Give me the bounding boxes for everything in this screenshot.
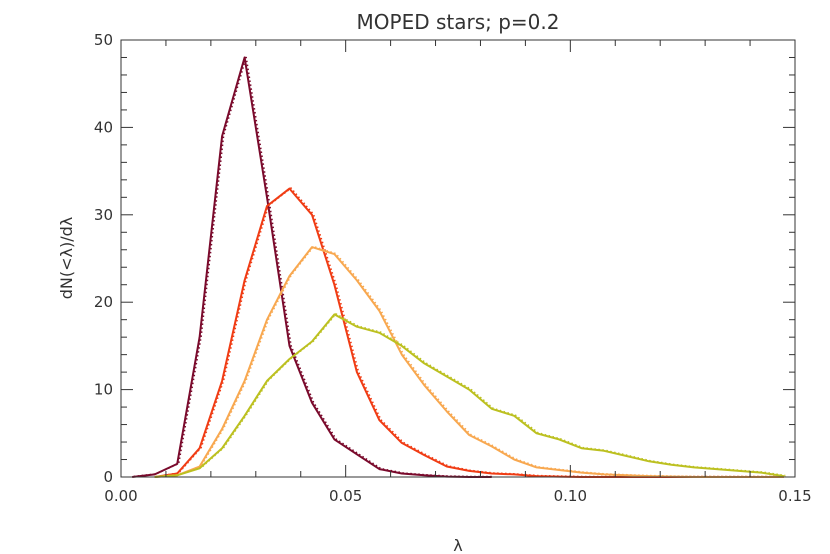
x-axis-label: λ [453,536,462,554]
chart-title: MOPED stars; p=0.2 [357,10,560,34]
series-2-dotted-line [156,187,786,478]
series-4-line [154,313,784,478]
y-tick-label: 50 [94,31,113,49]
y-axis-label: dN(<λ)/dλ [57,217,76,300]
series-4-dotted-line [156,312,786,478]
axes: 0 10 20 30 40 50 0.00 0.05 0.10 0.15 [94,31,812,505]
x-tick-label: 0.15 [778,487,811,505]
plot-frame [120,39,796,478]
plot-area [132,56,786,478]
y-tick-label: 0 [103,468,113,486]
x-tick-label: 0.00 [104,487,137,505]
series-3-dotted-line [156,245,786,478]
x-tick-label: 0.10 [554,487,587,505]
x-tick-label: 0.05 [329,487,362,505]
y-tick-label: 30 [94,206,113,224]
y-tick-label: 40 [94,118,113,136]
series-1-dotted-line [133,56,494,478]
y-tick-label: 20 [94,293,113,311]
y-tick-label: 10 [94,381,113,399]
series-1-line [132,56,492,478]
series-3-line [154,246,784,478]
